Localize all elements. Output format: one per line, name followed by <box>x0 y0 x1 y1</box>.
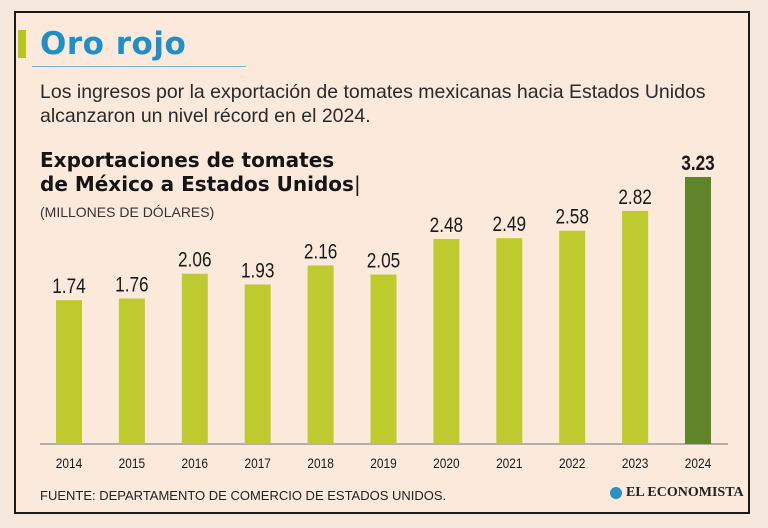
bar-2022 <box>559 230 586 444</box>
value-label-2023: 2.82 <box>618 186 652 209</box>
bar-2023 <box>622 210 649 444</box>
chart-title-cursor: | <box>353 172 361 196</box>
value-label-2014: 1.74 <box>52 276 86 299</box>
value-label-2017: 1.93 <box>241 260 275 283</box>
source-note: FUENTE: DEPARTAMENTO DE COMERCIO DE ESTA… <box>40 488 447 503</box>
chart-unit-label: (MILLONES DE DÓLARES) <box>40 204 215 220</box>
x-tick-label-2016: 2016 <box>182 455 208 471</box>
headline-divider <box>32 66 246 67</box>
value-label-2024: 3.23 <box>681 153 715 176</box>
chart-title: Exportaciones de tomates de México a Est… <box>40 148 361 196</box>
value-label-2018: 2.16 <box>304 241 338 264</box>
bar-2015 <box>118 298 145 444</box>
x-tick-label-2014: 2014 <box>56 455 82 471</box>
bar-2017 <box>244 284 271 444</box>
brand-name: EL ECONOMISTA <box>626 485 744 500</box>
x-tick-label-2019: 2019 <box>370 455 396 471</box>
headline: Oro rojo <box>40 26 187 62</box>
chart-title-line-1: Exportaciones de tomates <box>40 148 335 172</box>
x-tick-label-2022: 2022 <box>559 455 585 471</box>
x-tick-label-2021: 2021 <box>496 455 522 471</box>
chart-title-line-2-text: de México a Estados Unidos <box>40 172 354 196</box>
bar-2019 <box>370 274 397 444</box>
chart-title-line-2: de México a Estados Unidos| <box>40 172 361 196</box>
bar-2016 <box>181 273 208 444</box>
brand-icon <box>610 487 622 499</box>
x-tick-label-2024: 2024 <box>685 455 711 471</box>
x-tick-label-2018: 2018 <box>307 455 333 471</box>
dek-text: Los ingresos por la exportación de tomat… <box>40 81 706 127</box>
value-label-2016: 2.06 <box>178 249 212 272</box>
bar-2014 <box>56 300 82 444</box>
value-label-2015: 1.76 <box>115 274 149 297</box>
bar-2021 <box>496 238 523 444</box>
bar-2018 <box>307 265 334 444</box>
value-label-2019: 2.05 <box>367 250 401 273</box>
bar-2024 <box>685 177 711 444</box>
value-label-2022: 2.58 <box>555 206 589 229</box>
value-label-2021: 2.49 <box>493 214 527 237</box>
bar-2020 <box>433 238 460 444</box>
x-tick-label-2023: 2023 <box>622 455 648 471</box>
x-tick-label-2015: 2015 <box>119 455 145 471</box>
value-label-2020: 2.48 <box>430 214 464 237</box>
x-tick-label-2020: 2020 <box>433 455 459 471</box>
headline-accent-bar <box>18 30 26 58</box>
x-tick-label-2017: 2017 <box>244 455 270 471</box>
brand-logo: EL ECONOMISTA <box>610 485 744 501</box>
